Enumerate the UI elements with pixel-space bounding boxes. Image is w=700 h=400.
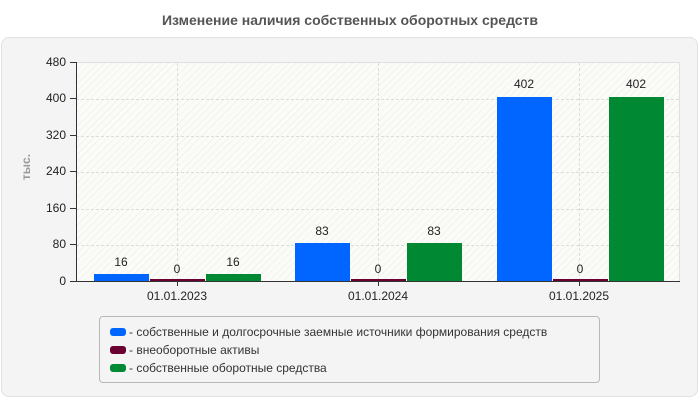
y-tick	[70, 171, 76, 172]
y-tick-label: 160	[45, 201, 66, 215]
x-tick-label: 01.01.2024	[347, 289, 409, 303]
bar-sources-2024[interactable]	[295, 243, 350, 281]
y-tick-label: 0	[59, 274, 66, 288]
y-tick-label: 240	[45, 164, 66, 178]
vgrid-3	[579, 63, 580, 281]
bar-noncurrent-2025[interactable]	[553, 279, 608, 281]
legend: - собственные и долгосрочные заемные ист…	[99, 316, 600, 383]
gridline-400	[76, 99, 679, 100]
x-tick-label: 01.01.2023	[146, 289, 208, 303]
x-tick	[579, 281, 580, 286]
gridline-160	[76, 209, 679, 210]
legend-item-working-capital[interactable]: - собственные оборотные средства	[110, 360, 327, 376]
legend-swatch-green-icon	[110, 364, 126, 372]
y-tick-label: 80	[52, 237, 66, 251]
y-tick	[70, 281, 76, 282]
bar-working-capital-2025[interactable]	[609, 97, 664, 281]
bar-sources-2025[interactable]	[497, 97, 552, 281]
legend-item-noncurrent[interactable]: - внеоборотные активы	[110, 342, 259, 358]
x-tick	[378, 281, 379, 286]
y-tick-label: 480	[45, 55, 66, 69]
chart-title: Изменение наличия собственных оборотных …	[161, 12, 539, 28]
gridline-320	[76, 136, 679, 137]
value-label: 83	[315, 224, 329, 238]
x-tick-label: 01.01.2025	[548, 289, 610, 303]
bar-sources-2023[interactable]	[94, 274, 149, 281]
legend-label: - собственные и долгосрочные заемные ист…	[129, 325, 548, 339]
bar-noncurrent-2023[interactable]	[150, 279, 205, 281]
y-tick	[70, 98, 76, 99]
y-tick	[70, 62, 76, 63]
legend-item-sources[interactable]: - собственные и долгосрочные заемные ист…	[110, 324, 547, 340]
value-label: 0	[374, 262, 382, 276]
value-label: 0	[173, 262, 181, 276]
gridline-80	[76, 245, 679, 246]
vgrid-1	[177, 63, 178, 281]
y-axis	[76, 62, 77, 282]
bar-working-capital-2024[interactable]	[407, 243, 462, 281]
value-label: 0	[576, 262, 584, 276]
y-tick-label: 320	[45, 128, 66, 142]
plot-area	[76, 62, 680, 281]
y-tick	[70, 244, 76, 245]
legend-swatch-blue-icon	[110, 328, 126, 336]
gridline-240	[76, 172, 679, 173]
y-tick-label: 400	[45, 91, 66, 105]
value-label: 402	[513, 77, 535, 91]
legend-label: - внеоборотные активы	[129, 343, 260, 357]
bar-working-capital-2023[interactable]	[206, 274, 261, 281]
vgrid-2	[378, 63, 379, 281]
y-tick	[70, 208, 76, 209]
value-label: 16	[226, 255, 240, 269]
x-tick	[177, 281, 178, 286]
value-label: 16	[114, 255, 128, 269]
legend-label: - собственные оборотные средства	[129, 361, 327, 375]
value-label: 83	[427, 224, 441, 238]
y-tick	[70, 135, 76, 136]
legend-swatch-maroon-icon	[110, 346, 126, 354]
bar-noncurrent-2024[interactable]	[351, 279, 406, 281]
value-label: 402	[625, 77, 647, 91]
